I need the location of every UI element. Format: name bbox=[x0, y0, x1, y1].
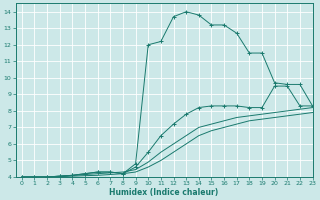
X-axis label: Humidex (Indice chaleur): Humidex (Indice chaleur) bbox=[109, 188, 219, 197]
